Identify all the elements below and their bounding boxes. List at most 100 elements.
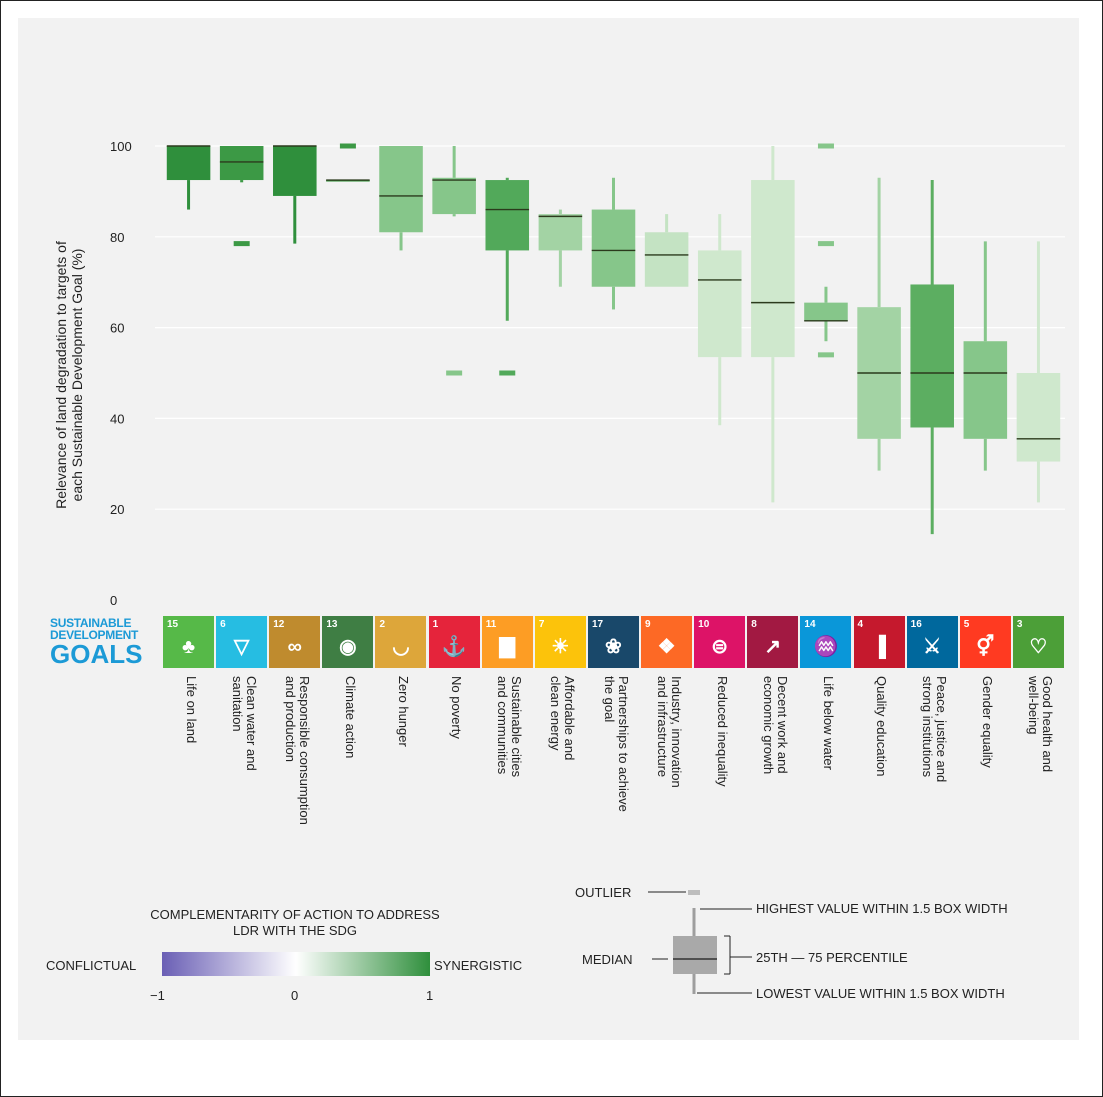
outlier-mark (499, 370, 516, 376)
sdg-tile-number: 6 (220, 619, 226, 630)
gender-icon: ⚥ (976, 636, 995, 658)
key-percentile-label: 25TH — 75 PERCENTILE (756, 950, 908, 965)
y-tick-label: 0 (110, 593, 117, 608)
sdg-logo-line3: GOALS (50, 639, 143, 669)
goal-label-text: Reduced inequality (714, 676, 730, 787)
key-highest-label: HIGHEST VALUE WITHIN 1.5 BOX WIDTH (756, 901, 1008, 916)
key-outlier-label: OUTLIER (575, 885, 632, 900)
box-iqr (273, 146, 317, 196)
figure-panel (18, 18, 1079, 1040)
sdg-tile-1: 1 ⚓ (428, 616, 480, 668)
legend-title: COMPLEMENTARITY OF ACTION TO ADDRESS LDR… (150, 907, 440, 938)
sdg-tile-4: 4 ▐ (853, 616, 905, 668)
box-14 (857, 177, 901, 471)
box-6 (432, 146, 476, 376)
goal-label-text: Gender equality (980, 676, 996, 768)
box-13 (804, 143, 848, 358)
sdg-tile-12: 12 ∞ (269, 616, 321, 668)
box-15 (910, 180, 954, 535)
goal-label-text: Life below water (820, 676, 836, 770)
box-iqr (219, 146, 264, 181)
box-iqr (485, 180, 530, 251)
box-iqr (432, 177, 476, 215)
city-icon: ▇ (499, 636, 515, 658)
sdg-tile-number: 2 (379, 619, 386, 630)
sdg-tile-number: 16 (910, 619, 922, 630)
legend-right-label: SYNERGISTIC (434, 958, 523, 973)
goal-label: Life on land (183, 676, 199, 866)
sdg-tile-number: 13 (326, 619, 338, 630)
sdg-tile-number: 17 (591, 619, 604, 630)
fish-icon: ♒ (813, 636, 839, 658)
sdg-tile-number: 12 (273, 619, 285, 630)
sdg-tile-14: 14 ♒ (800, 616, 852, 668)
y-tick-label: 40 (110, 411, 124, 426)
y-tick-label: 100 (110, 139, 132, 154)
sdg-tile-15: 15 ♣ (163, 616, 214, 668)
sdg-tile-2: 2 ◡ (375, 616, 427, 668)
box-series (166, 143, 1061, 535)
outlier-mark (446, 370, 463, 376)
outlier-mark (817, 352, 834, 358)
sdg-logo: SUSTAINABLE DEVELOPMENT GOALS (50, 617, 154, 669)
key-median-label: MEDIAN (582, 952, 633, 967)
box-key-graphic (648, 890, 752, 994)
cubes-icon: ❖ (657, 636, 676, 658)
box-iqr (326, 180, 370, 182)
outlier-mark (339, 143, 356, 149)
y-tick-label: 60 (110, 321, 124, 336)
y-axis-ticks: 0 20 40 60 80 100 (110, 139, 132, 608)
box-16 (963, 241, 1008, 471)
goal-label: Partnerships to achieve the goal (601, 676, 631, 866)
outlier-mark (817, 241, 834, 247)
family-icon: ⚓ (441, 636, 467, 658)
goal-label: Sustainable cities and communities (495, 676, 524, 866)
box-iqr (166, 146, 211, 181)
goal-label-text: Partnerships to achieve the goal (601, 676, 631, 812)
box-5 (379, 146, 423, 251)
goal-label: Responsible consumption and production (282, 676, 312, 866)
sdg-tile-number: 9 (645, 619, 651, 630)
sdg-tile-number: 1 (432, 619, 439, 630)
goal-label-text: Affordable and clean energy (548, 676, 578, 761)
growth-chart-icon: ↗ (764, 636, 782, 658)
goal-label: Good health and well-being (1026, 676, 1055, 866)
box-iqr (1016, 373, 1061, 462)
sdg-tile-number: 4 (857, 619, 864, 630)
goal-label-text: Clean water and sanitation (229, 676, 259, 771)
book-icon: ▐ (871, 636, 887, 658)
box-10 (644, 214, 689, 287)
sdg-logo-line2: DEVELOPMENT (50, 628, 139, 642)
sdg-tile-6: 6 ▽ (216, 616, 268, 668)
goal-label-text: Life on land (183, 676, 199, 744)
box-iqr (538, 214, 583, 251)
sdg-tile-number: 5 (963, 619, 970, 630)
goal-label-text: Peace, justice and strong institutions (920, 676, 950, 783)
sdg-tile-5: 5 ⚥ (959, 616, 1011, 668)
box-iqr (379, 146, 423, 233)
sdg-tile-number: 7 (538, 619, 545, 630)
box-iqr (591, 209, 636, 287)
bowl-icon: ◡ (392, 636, 410, 658)
sdg-tile-number: 11 (485, 619, 497, 630)
legend-left-label: CONFLICTUAL (46, 958, 137, 973)
goal-label-text: Climate action (342, 676, 358, 759)
sdg-tile-17: 17 ❀ (587, 616, 639, 668)
sdg-tile-11: 11 ▇ (481, 616, 533, 668)
goal-label-text: Responsible consumption and production (282, 676, 312, 825)
sdg-tile-8: 8 ↗ (747, 616, 799, 668)
goal-label-text: Decent work and economic growth (760, 676, 790, 775)
box-iqr (804, 302, 848, 321)
y-tick-label: 80 (110, 230, 124, 245)
sdg-tile-7: 7 ☀ (534, 616, 586, 668)
outlier-mark (817, 143, 834, 149)
sdg-tile-13: 13 ◉ (322, 616, 374, 668)
legend-gradient-bar (162, 952, 430, 976)
goal-label-text: No poverty (449, 676, 465, 739)
box-iqr (697, 250, 742, 358)
infinity-icon: ∞ (287, 636, 302, 658)
sdg-logo-line1: SUSTAINABLE (50, 616, 132, 630)
sdg-tile-number: 10 (698, 619, 710, 630)
sdg-tile-16: 16 ⚔ (906, 616, 958, 668)
sdg-tile-3: 3 ♡ (1012, 616, 1064, 668)
